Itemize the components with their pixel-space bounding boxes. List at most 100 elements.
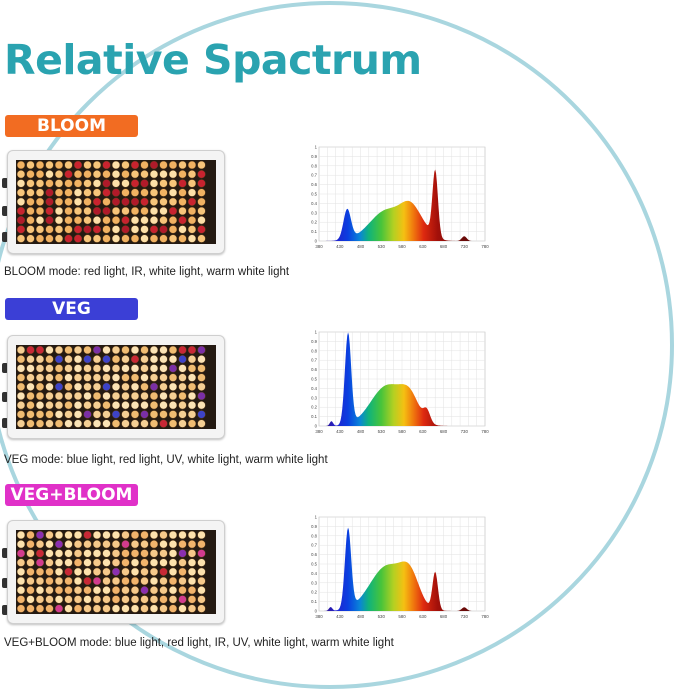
led <box>26 170 35 179</box>
led <box>26 197 35 206</box>
led <box>140 419 149 428</box>
led <box>83 391 92 401</box>
spectrum-area <box>319 332 485 426</box>
led <box>26 364 35 373</box>
led <box>92 567 102 576</box>
led <box>73 419 83 428</box>
led <box>102 234 111 243</box>
led <box>16 197 26 206</box>
led <box>26 419 35 428</box>
led <box>111 567 121 576</box>
led <box>168 216 178 225</box>
x-tick-label: 680 <box>440 614 448 619</box>
led <box>26 410 35 419</box>
led <box>64 225 73 234</box>
led <box>111 364 121 373</box>
y-tick-label: 0.8 <box>311 348 317 353</box>
led <box>111 179 121 188</box>
led <box>130 540 140 549</box>
led <box>54 586 64 595</box>
led <box>92 373 102 382</box>
led <box>187 170 197 179</box>
led <box>111 558 121 567</box>
led <box>26 355 35 364</box>
led <box>26 206 35 216</box>
led <box>54 355 64 364</box>
mode-caption-veg: VEG mode: blue light, red light, UV, whi… <box>4 454 328 466</box>
x-tick-label: 530 <box>378 614 386 619</box>
spectrum-chart-veg-bloom: 0 0.1 0.2 0.3 0.4 0.5 0.6 0.7 0.8 0.9 1 380 430 480 53… <box>311 515 489 620</box>
led <box>168 604 178 613</box>
led <box>187 355 197 364</box>
led <box>45 595 54 604</box>
led <box>130 206 140 216</box>
y-tick-label: 0.6 <box>311 182 317 187</box>
led <box>130 170 140 179</box>
led <box>187 197 197 206</box>
led <box>197 355 206 364</box>
led <box>54 382 64 391</box>
led <box>45 419 54 428</box>
led <box>121 595 130 604</box>
led <box>83 373 92 382</box>
led <box>130 558 140 567</box>
led <box>35 216 45 225</box>
led <box>16 419 26 428</box>
led <box>64 576 73 586</box>
led <box>102 364 111 373</box>
led <box>121 530 130 540</box>
led <box>64 179 73 188</box>
led <box>121 576 130 586</box>
led <box>45 234 54 243</box>
led <box>16 382 26 391</box>
led <box>16 576 26 586</box>
led <box>140 595 149 604</box>
led <box>187 206 197 216</box>
led <box>92 595 102 604</box>
led <box>73 373 83 382</box>
led <box>111 170 121 179</box>
led <box>45 160 54 170</box>
led <box>54 419 64 428</box>
led <box>64 595 73 604</box>
led <box>197 364 206 373</box>
led <box>149 391 159 401</box>
led <box>102 567 111 576</box>
led <box>168 364 178 373</box>
led <box>92 549 102 558</box>
led <box>149 410 159 419</box>
led <box>178 391 187 401</box>
led <box>140 530 149 540</box>
grow-light-image-bloom <box>7 150 225 254</box>
x-tick-label: 380 <box>315 429 323 434</box>
led <box>130 586 140 595</box>
led <box>130 419 140 428</box>
led <box>45 604 54 613</box>
y-tick-label: 0 <box>315 609 318 614</box>
led <box>45 179 54 188</box>
led <box>140 355 149 364</box>
led <box>45 206 54 216</box>
led <box>64 170 73 179</box>
led <box>159 355 168 364</box>
led <box>26 567 35 576</box>
led <box>159 567 168 576</box>
x-tick-label: 580 <box>398 429 406 434</box>
led <box>187 364 197 373</box>
x-tick-label: 630 <box>419 429 427 434</box>
led <box>35 391 45 401</box>
led <box>16 160 26 170</box>
led <box>168 382 178 391</box>
light-knob <box>2 232 8 242</box>
led <box>130 530 140 540</box>
led <box>140 170 149 179</box>
led <box>168 345 178 355</box>
led <box>26 586 35 595</box>
led <box>140 373 149 382</box>
led <box>16 540 26 549</box>
led <box>83 188 92 197</box>
x-tick-label: 780 <box>481 614 489 619</box>
led <box>130 401 140 410</box>
led <box>83 355 92 364</box>
led <box>73 197 83 206</box>
